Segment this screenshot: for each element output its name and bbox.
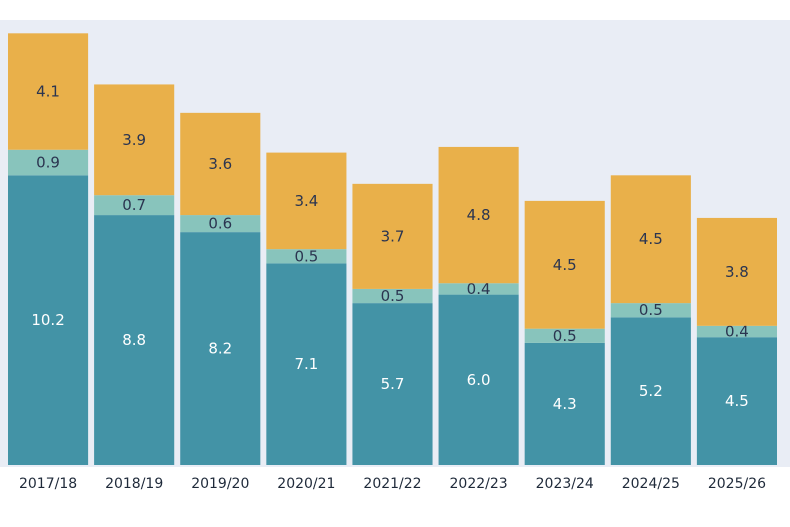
data-label: 3.9 (122, 131, 146, 149)
bar-segment (696, 217, 777, 326)
bar-segment (438, 294, 519, 465)
bar-segment (352, 303, 433, 465)
bar-segment (8, 175, 89, 465)
data-label: 5.7 (381, 375, 405, 393)
data-label: 8.2 (208, 340, 232, 358)
bar-segment (94, 195, 175, 216)
bar-segment (696, 337, 777, 465)
bar-segment (266, 263, 347, 465)
bar-segment (610, 317, 691, 465)
x-tick-label: 2021/22 (363, 476, 421, 492)
bar-segment (524, 328, 605, 343)
data-label: 3.7 (381, 227, 405, 245)
bar-segment (180, 112, 261, 216)
bar-segment (610, 175, 691, 304)
data-label: 0.7 (122, 196, 146, 214)
data-label: 0.4 (725, 323, 749, 341)
bar-group-2019-20: 8.2 0.6 3.6 (180, 112, 261, 465)
bar-group-2022-23: 6.0 0.4 4.8 (438, 146, 519, 465)
data-label: 0.5 (381, 287, 405, 305)
x-tick-label: 2018/19 (105, 476, 163, 492)
bar-segment (8, 33, 89, 150)
bar-segment (696, 325, 777, 338)
bar-segment (8, 149, 89, 176)
data-label: 4.5 (553, 256, 577, 274)
bar-group-2023-24: 4.3 0.5 4.5 (524, 200, 605, 465)
x-tick-label: 2020/21 (277, 476, 335, 492)
data-label: 0.4 (467, 280, 491, 298)
data-label: 7.1 (294, 355, 318, 373)
x-tick-label: 2024/25 (622, 476, 680, 492)
x-tick-label: 2023/24 (536, 476, 594, 492)
bar-segment (352, 288, 433, 304)
bar-segment (266, 152, 347, 250)
data-label: 0.6 (208, 215, 232, 233)
data-label: 5.2 (639, 382, 663, 400)
bar-group-2024-25: 5.2 0.5 4.5 (610, 175, 691, 465)
bar-group-2017-18: 10.2 0.9 4.1 (8, 33, 89, 465)
bar-segment (180, 215, 261, 233)
bar-segment (94, 84, 175, 196)
data-label: 8.8 (122, 331, 146, 349)
data-label: 4.5 (725, 392, 749, 410)
bar-segment (524, 200, 605, 329)
x-tick-label: 2022/23 (450, 476, 508, 492)
data-label: 6.0 (467, 371, 491, 389)
data-label: 3.6 (208, 155, 232, 173)
bar-segment (266, 249, 347, 264)
bar-segment (438, 283, 519, 295)
bar-segment (524, 342, 605, 465)
x-tick-label: 2025/26 (708, 476, 766, 492)
data-label: 4.3 (553, 395, 577, 413)
bar-segment (180, 232, 261, 465)
bar-group-2021-22: 5.7 0.5 3.7 (352, 183, 433, 465)
data-label: 0.5 (294, 247, 318, 265)
x-tick-label: 2017/18 (19, 476, 77, 492)
data-label: 3.4 (294, 192, 318, 210)
data-label: 4.1 (36, 83, 60, 101)
data-label: 0.5 (639, 301, 663, 319)
data-label: 0.5 (553, 327, 577, 345)
bar-group-2018-19: 8.8 0.7 3.9 (94, 84, 175, 465)
data-label: 3.8 (725, 263, 749, 281)
x-tick-label: 2019/20 (191, 476, 249, 492)
bar-group-2020-21: 7.1 0.5 3.4 (266, 152, 347, 465)
bar-segment (94, 215, 175, 465)
data-label: 4.5 (639, 230, 663, 248)
bar-segment (610, 303, 691, 318)
bar-segment (438, 146, 519, 284)
bar-group-2025-26: 4.5 0.4 3.8 (696, 217, 777, 465)
data-label: 4.8 (467, 206, 491, 224)
bar-segment (352, 183, 433, 289)
data-label: 10.2 (31, 311, 64, 329)
data-label: 0.9 (36, 154, 60, 172)
